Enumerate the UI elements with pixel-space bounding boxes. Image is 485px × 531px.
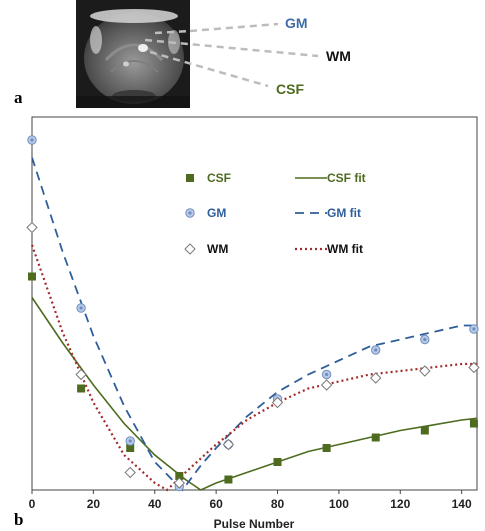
x-tick-label: 100: [329, 497, 349, 511]
brain-mri-image: [76, 0, 190, 108]
wm-point: [370, 372, 382, 384]
wm-point: [320, 379, 333, 391]
gm-point: [125, 436, 135, 446]
csf-point: [175, 472, 184, 480]
wm-point: [26, 221, 38, 234]
legend: CSF CSF fit GM GM fit WM WM fit: [184, 171, 366, 256]
gm-point: [76, 303, 86, 313]
csf-point: [224, 475, 233, 484]
x-tick-label: 40: [148, 497, 162, 511]
wm-callout-line: [144, 38, 319, 58]
gm-fit-legend-label: GM fit: [327, 206, 361, 220]
panel-a-label: a: [14, 88, 23, 107]
gm-legend-marker: [185, 208, 195, 218]
gm-callout-label: GM: [285, 15, 308, 31]
wm-point: [173, 477, 186, 489]
wm-callout-label: WM: [326, 48, 351, 64]
x-tick-label: 0: [29, 497, 36, 511]
csf-point: [371, 433, 380, 442]
wm-point: [124, 466, 136, 479]
csf-legend-label: CSF: [207, 171, 231, 185]
csf-callout-label: CSF: [276, 81, 304, 97]
wm-point: [271, 396, 284, 409]
wm-legend-label: WM: [207, 242, 228, 256]
plot-frame: [31, 116, 478, 491]
x-tick-label: 120: [390, 497, 410, 511]
csf-legend-marker: [186, 174, 194, 182]
csf-point: [273, 458, 282, 466]
csf-fit-line: [31, 297, 478, 491]
wm-point: [468, 361, 480, 374]
csf-point: [469, 419, 478, 428]
wm-point: [75, 368, 87, 381]
x-tick-label: 80: [271, 497, 285, 511]
gm-point: [469, 324, 479, 334]
x-axis-title: Pulse Number: [214, 517, 295, 531]
data-points: [26, 135, 480, 492]
gm-fit-line: [31, 157, 477, 492]
x-axis-ticks: 0 20 40 60 80 100 120 140: [29, 490, 472, 511]
csf-point: [420, 426, 429, 435]
wm-fit-line: [30, 244, 477, 492]
csf-point: [77, 384, 86, 393]
gm-point: [420, 334, 430, 345]
panel-b-label: b: [14, 510, 23, 529]
csf-fit-legend-label: CSF fit: [327, 171, 366, 185]
gm-point: [321, 369, 332, 380]
csf-point: [28, 272, 36, 281]
csf-point: [322, 444, 331, 452]
x-tick-label: 60: [209, 497, 223, 511]
gm-point: [27, 135, 37, 145]
wm-fit-legend-label: WM fit: [327, 242, 363, 256]
fit-lines: [30, 157, 478, 492]
csf-callout-line: [149, 50, 269, 88]
gm-point: [371, 345, 381, 355]
wm-point: [222, 438, 235, 451]
csf-point: [126, 444, 135, 452]
wm-point: [419, 365, 431, 377]
wm-legend-marker: [184, 243, 196, 255]
gm-callout-line: [154, 29, 191, 35]
gm-legend-label: GM: [207, 206, 226, 220]
x-tick-label: 140: [452, 497, 472, 511]
gm-callout-line-ext: [189, 22, 279, 33]
x-tick-label: 20: [87, 497, 101, 511]
